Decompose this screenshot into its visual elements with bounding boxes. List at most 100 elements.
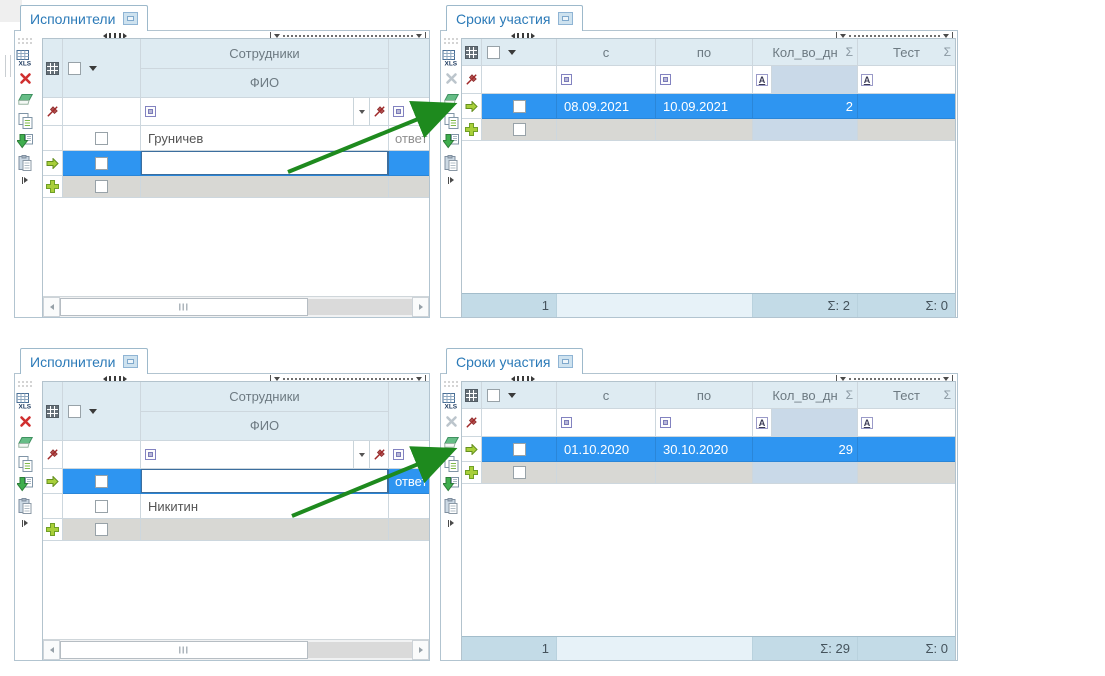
fio-cell[interactable] [141,176,389,198]
sigma-icon[interactable]: Σ [845,45,853,59]
sigma-icon[interactable]: Σ [943,388,951,402]
row-check-cell[interactable] [63,151,141,176]
import-button[interactable] [15,132,35,151]
row-checkbox[interactable] [512,99,526,113]
role-cell[interactable]: ответ [389,469,429,494]
column-header-test[interactable]: Тест Σ [858,382,955,409]
fio-cell[interactable]: Груничев [141,126,389,151]
splitter-handle[interactable] [511,32,535,39]
window-restore-icon[interactable] [123,355,139,368]
header-checkbox[interactable] [68,61,81,75]
row-checkbox[interactable] [512,466,526,479]
scroll-right-button[interactable] [412,297,429,317]
filter-a-icon[interactable]: A [861,416,873,429]
window-restore-icon[interactable] [123,12,139,25]
check-column-header[interactable] [63,39,141,98]
toolbar-drag-handle[interactable] [443,380,458,387]
table-row-selected[interactable]: Груничев ответ [43,469,429,494]
date-from-cell[interactable] [557,119,656,141]
filter-a-icon[interactable]: A [756,73,768,86]
new-row[interactable] [43,176,429,198]
select-all-button[interactable] [462,382,482,409]
select-all-button[interactable] [462,39,482,66]
splitter-handle[interactable] [103,375,127,382]
delete-row-button-disabled[interactable] [441,412,461,431]
date-from-cell[interactable]: 01.10.2020 [557,437,656,462]
column-header-days[interactable]: Кол_во_дн Σ [753,39,858,66]
delete-row-button-disabled[interactable] [441,69,461,88]
column-customization-strip[interactable] [836,375,953,382]
new-row[interactable] [462,462,955,484]
column-header-fio[interactable]: ФИО [141,68,388,97]
scroll-left-button[interactable] [43,297,60,317]
paste-button[interactable] [15,153,35,172]
new-row-indicator[interactable] [462,119,482,141]
column-header-test[interactable]: Тест Σ [858,39,955,66]
date-from-cell[interactable] [557,462,656,484]
table-row[interactable]: Груничев ответ [43,126,429,151]
filter-dropdown-button[interactable] [353,98,369,125]
fio-cell[interactable]: Никитин [141,494,389,519]
header-checkbox[interactable] [487,45,500,59]
new-row[interactable] [43,519,429,541]
row-checkbox[interactable] [95,523,108,536]
filter-check-cell[interactable] [482,66,557,94]
filter-fio-cell[interactable] [141,441,389,469]
fio-cell-editor[interactable]: Никитин [141,151,389,176]
paste-button[interactable] [441,153,461,172]
filter-type-icon[interactable] [561,74,572,85]
role-cell[interactable]: ответ [389,126,429,151]
row-checkbox[interactable] [95,474,108,488]
dock-splitter-grip[interactable] [5,55,11,77]
row-check-cell[interactable] [63,176,141,198]
date-to-cell[interactable] [656,119,753,141]
role-cell[interactable] [389,151,429,176]
filter-type-icon[interactable] [145,106,156,117]
import-button[interactable] [441,475,461,494]
toolbar-collapse-button[interactable] [441,174,461,186]
check-column-header[interactable] [63,382,141,441]
export-xls-button[interactable]: XLS [441,391,461,410]
eraser-button[interactable] [441,433,461,452]
delete-row-button[interactable] [15,412,35,431]
fio-column-header[interactable]: Сотрудники ФИО [141,382,389,441]
copy-button[interactable] [15,454,35,473]
test-cell[interactable] [858,119,955,141]
paste-button[interactable] [441,496,461,515]
filter-test-cell[interactable]: A [858,66,955,94]
date-to-cell[interactable]: 10.09.2021 [656,94,753,119]
test-cell[interactable] [858,462,955,484]
scrollbar-thumb[interactable] [60,298,308,316]
row-check-cell[interactable] [482,94,557,119]
tab-executors[interactable]: Исполнители [20,348,149,374]
test-cell[interactable] [858,437,955,462]
filter-from-cell[interactable] [557,66,656,94]
new-row-indicator[interactable] [462,462,482,484]
toolbar-drag-handle[interactable] [443,37,458,44]
filter-dropdown-button[interactable] [353,441,369,468]
row-checkbox[interactable] [512,123,526,136]
tab-executors[interactable]: Исполнители [20,5,149,31]
filter-type-icon[interactable] [145,449,156,460]
days-cell[interactable] [753,462,858,484]
column-customization-strip[interactable] [836,32,953,39]
filter-to-cell[interactable] [656,66,753,94]
scrollbar-track[interactable] [308,299,412,315]
scrollbar-track[interactable] [308,642,412,658]
column-header-days[interactable]: Кол_во_дн Σ [753,382,858,409]
role-column-header[interactable] [389,382,429,441]
filter-type-icon[interactable] [393,449,404,460]
row-check-cell[interactable] [482,462,557,484]
row-checkbox[interactable] [95,499,108,513]
import-button[interactable] [15,475,35,494]
filter-a-icon[interactable]: A [861,73,873,86]
filter-fio-input[interactable] [141,98,353,125]
filter-check-cell[interactable] [63,441,141,469]
eraser-button[interactable] [441,90,461,109]
eraser-button[interactable] [15,90,35,109]
window-restore-icon[interactable] [558,355,574,368]
sigma-icon[interactable]: Σ [845,388,853,402]
filter-check-cell[interactable] [482,409,557,437]
scroll-right-button[interactable] [412,640,429,660]
filter-pin-button[interactable] [369,98,388,125]
